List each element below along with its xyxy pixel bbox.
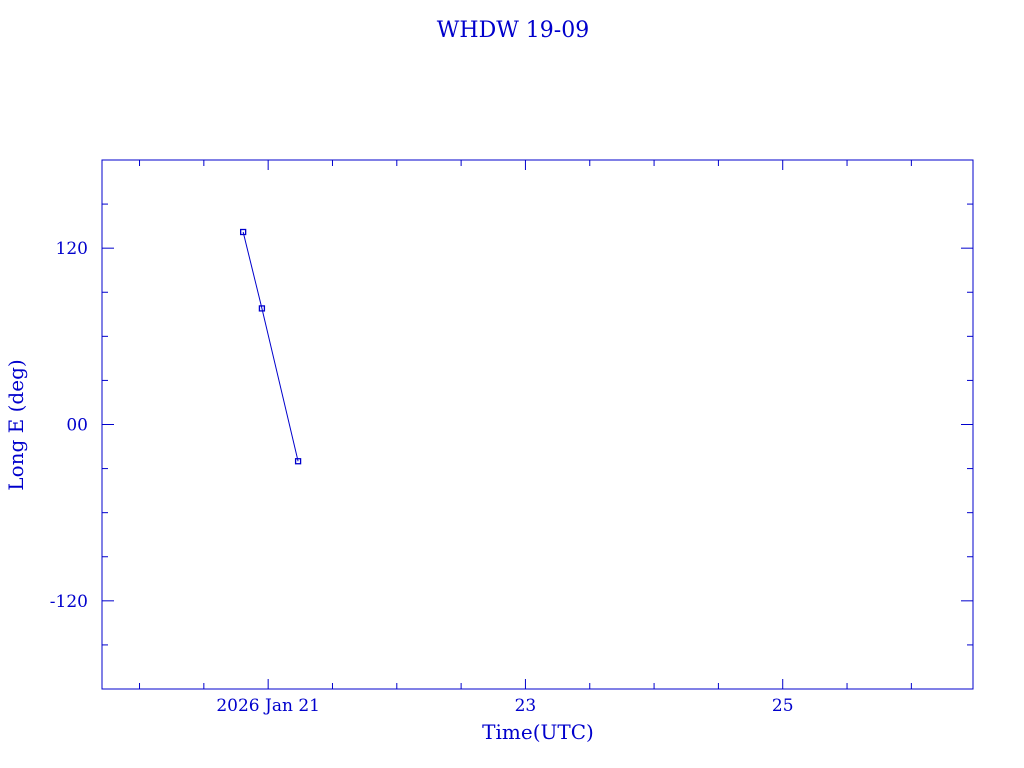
data-point — [258, 305, 266, 312]
x-tick-label: 23 — [515, 696, 537, 716]
y-tick-label: 120 — [56, 239, 88, 259]
data-point — [239, 228, 247, 236]
x-tick-label: 2026 Jan 21 — [216, 696, 320, 716]
y-axis-label: Long E (deg) — [4, 359, 28, 490]
x-axis-label: Time(UTC) — [482, 720, 594, 744]
data-point — [294, 458, 302, 465]
data-series — [239, 228, 302, 465]
chart-title: WHDW 19-09 — [437, 18, 589, 43]
x-tick-label: 25 — [772, 696, 794, 716]
plot-frame — [101, 159, 974, 690]
y-tick-label: -120 — [50, 592, 88, 612]
y-tick-label: 00 — [66, 416, 88, 436]
axis-ticks: 2026 Jan 21 23 25 120 00 -120 — [50, 160, 973, 716]
series-line — [242, 231, 299, 462]
